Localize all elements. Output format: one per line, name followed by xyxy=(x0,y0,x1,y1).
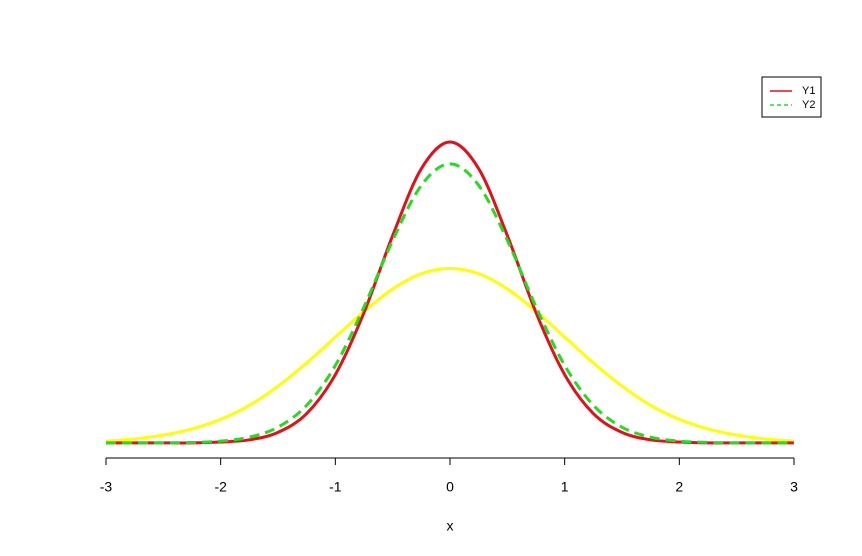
x-axis-label: x xyxy=(447,518,454,534)
x-tick-label: -3 xyxy=(100,479,113,495)
line-series xyxy=(106,162,794,445)
line-series xyxy=(106,140,794,445)
x-tick-label: 2 xyxy=(675,479,683,495)
legend-label: Y1 xyxy=(802,85,815,97)
legend-label: Y2 xyxy=(802,99,815,111)
x-tick-label: -1 xyxy=(329,479,342,495)
x-tick-label: -2 xyxy=(214,479,227,495)
legend-box xyxy=(761,76,822,118)
x-tick-label: 0 xyxy=(446,479,454,495)
line-series xyxy=(105,266,795,443)
x-tick-label: 3 xyxy=(790,479,798,495)
x-tick-label: 1 xyxy=(561,479,569,495)
